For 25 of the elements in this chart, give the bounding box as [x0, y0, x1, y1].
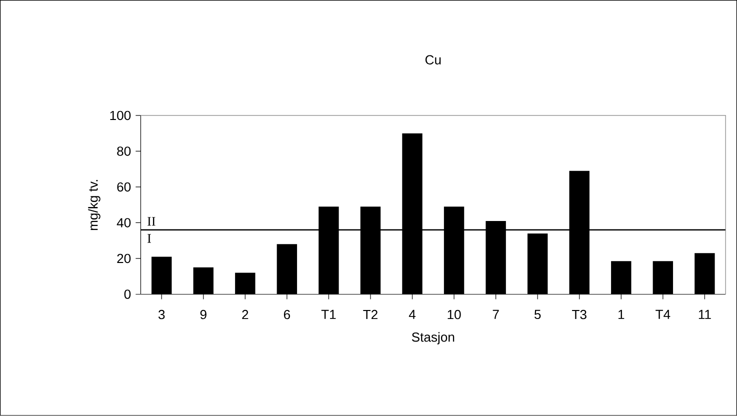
x-tick-label: 3 [158, 310, 165, 320]
x-tick-label: 7 [492, 310, 499, 320]
x-tick-label: 1 [618, 310, 624, 320]
y-tick-label: 20 [117, 254, 131, 264]
y-tick-label: 80 [117, 146, 131, 156]
y-tick-label: 100 [110, 110, 131, 120]
annotation: I [148, 234, 151, 243]
x-tick-label: 5 [534, 310, 541, 320]
x-tick-label: 11 [698, 310, 711, 320]
x-tick-label: 2 [242, 310, 248, 320]
x-tick-label: T1 [321, 310, 336, 320]
y-tick-label: 0 [124, 290, 131, 299]
x-tick-label: T3 [572, 310, 586, 320]
x-axis-title: Stasjon [412, 332, 454, 344]
y-tick-label: 40 [116, 218, 131, 228]
x-tick-label: T2 [363, 310, 378, 320]
chart-title: Cu [425, 55, 441, 65]
x-tick-label: 10 [448, 310, 461, 320]
annotation: II [148, 217, 156, 226]
x-tick-label: 9 [200, 310, 206, 320]
y-axis-title: mg/kg tv. [88, 180, 100, 230]
x-tick-label: 6 [284, 310, 290, 320]
x-tick-label: 4 [408, 310, 416, 320]
x-tick-label: T4 [656, 310, 670, 320]
y-tick-label: 60 [117, 182, 131, 192]
